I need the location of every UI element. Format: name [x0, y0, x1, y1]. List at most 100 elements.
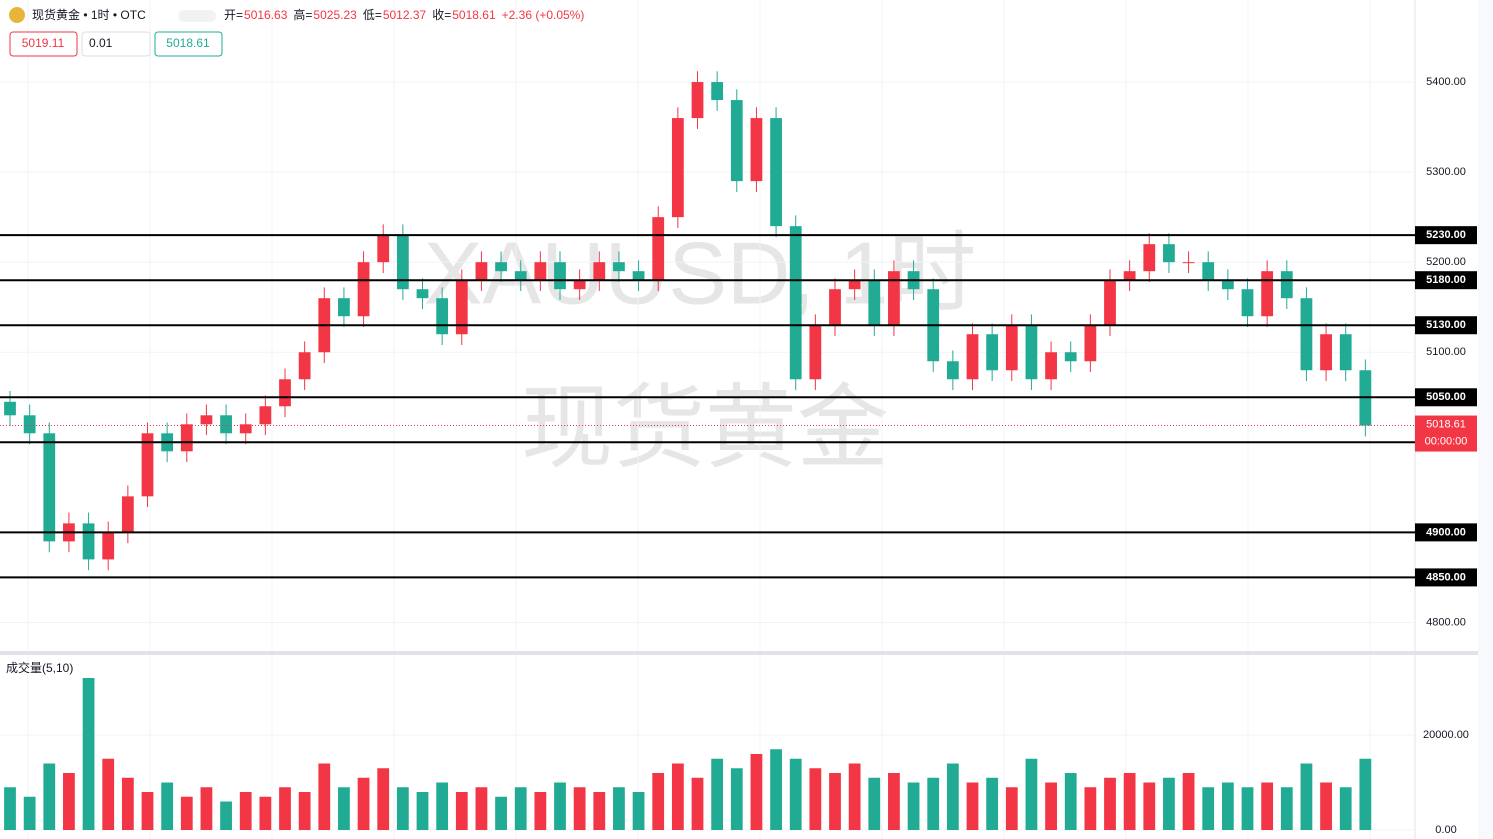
- candle-body: [338, 298, 350, 317]
- volume-bar: [848, 763, 861, 830]
- candle-body: [1025, 325, 1038, 380]
- legend-value: 5012.37: [383, 8, 427, 22]
- volume-bar: [671, 763, 684, 830]
- volume-bar: [1163, 777, 1175, 830]
- volume-bar: [691, 777, 704, 830]
- volume-bar: [436, 782, 449, 830]
- legend-value: 5018.61: [452, 8, 496, 22]
- volume-bar: [43, 763, 56, 830]
- candle-body: [1261, 271, 1274, 317]
- candle-body: [455, 280, 468, 335]
- volume-bar: [1241, 787, 1254, 830]
- candle-body: [4, 401, 16, 416]
- volume-bar: [121, 777, 134, 830]
- volume-bar: [829, 773, 841, 830]
- candle-body: [671, 118, 684, 218]
- volume-bar: [63, 773, 75, 830]
- quantity-input[interactable]: [81, 31, 151, 57]
- volume-bar: [1143, 782, 1156, 830]
- candle-body: [1202, 262, 1215, 281]
- y-tick-label: 5100.00: [1426, 346, 1466, 358]
- volume-bar: [730, 768, 743, 830]
- candle-body: [259, 406, 272, 425]
- legend-label: 低=: [363, 8, 382, 22]
- volume-bar: [318, 763, 331, 830]
- candle-body: [534, 262, 547, 281]
- volume-bar: [750, 754, 763, 830]
- volume-bar: [455, 792, 468, 830]
- volume-bar: [180, 796, 193, 830]
- candle-body: [475, 262, 488, 281]
- candle-body: [1182, 262, 1195, 264]
- volume-bar: [495, 796, 507, 830]
- volume-bar: [1045, 782, 1057, 830]
- volume-bar: [377, 768, 390, 830]
- candle-body: [279, 379, 291, 407]
- y-tick-label: 5400.00: [1426, 76, 1466, 88]
- volume-bar: [1300, 763, 1313, 830]
- candle-body: [1221, 280, 1234, 290]
- candle-body: [220, 415, 232, 434]
- legend-label: 收=: [432, 8, 451, 22]
- volume-bar: [1359, 758, 1372, 830]
- candle-body: [986, 334, 999, 371]
- candle-body: [946, 361, 959, 380]
- candle-body: [1280, 271, 1293, 299]
- legend-label: 高=: [293, 7, 312, 22]
- level-label: 4850.00: [1426, 571, 1466, 583]
- volume-bar: [102, 758, 115, 830]
- price-tag: [1415, 415, 1477, 452]
- candle-body: [632, 271, 645, 281]
- volume-bar: [711, 758, 724, 830]
- volume-bar: [475, 787, 488, 830]
- current-price-label: 5018.61: [1426, 418, 1466, 430]
- candle-body: [888, 271, 900, 326]
- candle-body: [180, 424, 193, 452]
- candle-body: [848, 280, 861, 290]
- buy-price: 5018.61: [166, 36, 210, 50]
- volume-bar: [220, 801, 232, 830]
- volume-bar: [946, 763, 959, 830]
- level-label: 5050.00: [1426, 391, 1466, 403]
- volume-bar: [200, 787, 213, 830]
- candle-body: [966, 334, 979, 380]
- volume-bar: [1064, 773, 1077, 830]
- volume-bar: [789, 758, 802, 830]
- level-tag: [1415, 523, 1477, 542]
- volume-bar: [23, 796, 36, 830]
- buy-button[interactable]: [154, 31, 223, 57]
- candle-body: [43, 433, 56, 542]
- volume-bar: [1182, 773, 1195, 830]
- candle-body: [1084, 325, 1097, 362]
- volume-bar: [1084, 787, 1097, 830]
- candle-body: [868, 280, 881, 326]
- candle-body: [200, 415, 213, 425]
- volume-bar: [593, 792, 606, 830]
- symbol-icon: [9, 7, 25, 23]
- volume-bar: [1202, 787, 1215, 830]
- sell-price: 5019.11: [22, 36, 65, 50]
- legend-value: 5016.63: [244, 8, 288, 22]
- candle-body: [416, 289, 429, 299]
- volume-bar: [1320, 782, 1332, 830]
- candle-body: [1339, 334, 1352, 371]
- volume-title: 成交量(5,10): [6, 660, 73, 675]
- toggle[interactable]: [178, 10, 216, 22]
- quantity: 0.01: [89, 36, 113, 50]
- volume-bar: [161, 782, 174, 830]
- candle-body: [1320, 334, 1332, 371]
- candle-body: [1005, 325, 1018, 371]
- candle-body: [121, 496, 134, 533]
- volume-bar: [514, 787, 527, 830]
- volume-bar: [357, 777, 370, 830]
- volume-bar: [809, 768, 822, 830]
- candle-body: [809, 325, 822, 380]
- candle-body: [1163, 244, 1175, 263]
- candle-body: [1123, 271, 1136, 281]
- y-tick-label: 5200.00: [1426, 256, 1466, 268]
- sell-button[interactable]: [9, 31, 78, 57]
- level-tag: [1415, 316, 1477, 335]
- candle-body: [691, 82, 704, 119]
- candle-body: [1300, 298, 1313, 371]
- candle-body: [554, 262, 566, 290]
